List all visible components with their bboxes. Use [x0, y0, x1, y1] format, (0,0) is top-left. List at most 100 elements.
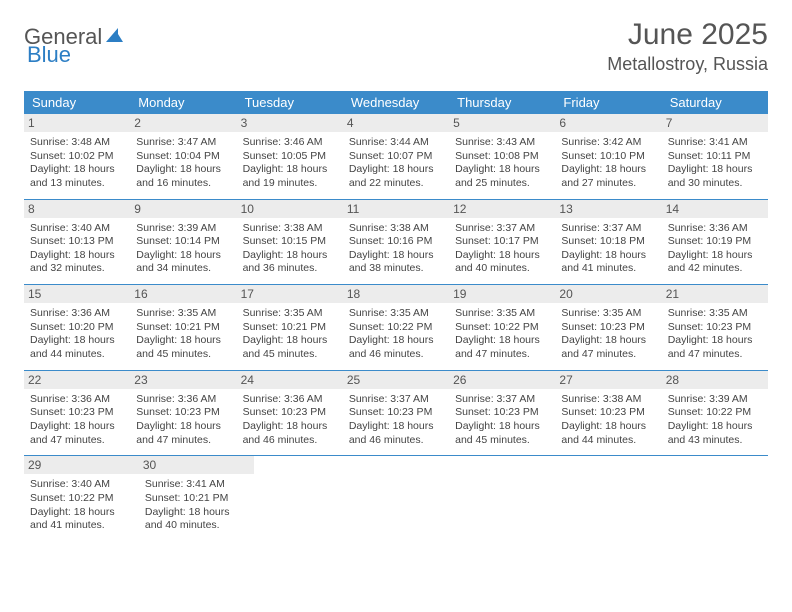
day-sunrise: Sunrise: 3:36 AM: [668, 222, 762, 236]
day-cell: 29Sunrise: 3:40 AMSunset: 10:22 PMDaylig…: [24, 456, 139, 541]
day-cell: 22Sunrise: 3:36 AMSunset: 10:23 PMDaylig…: [24, 371, 130, 456]
day-sunrise: Sunrise: 3:37 AM: [455, 393, 549, 407]
day-daylight1: Daylight: 18 hours: [561, 249, 655, 263]
day-daylight1: Daylight: 18 hours: [349, 163, 443, 177]
day-daylight2: and 41 minutes.: [561, 262, 655, 276]
day-daylight1: Daylight: 18 hours: [30, 420, 124, 434]
day-sunset: Sunset: 10:23 PM: [668, 321, 762, 335]
day-number: 10: [237, 200, 343, 218]
day-number: 22: [24, 371, 130, 389]
day-number: 20: [555, 285, 661, 303]
day-daylight2: and 44 minutes.: [561, 434, 655, 448]
day-cell: 27Sunrise: 3:38 AMSunset: 10:23 PMDaylig…: [555, 371, 661, 456]
day-cell: 11Sunrise: 3:38 AMSunset: 10:16 PMDaylig…: [343, 200, 449, 285]
day-sunrise: Sunrise: 3:35 AM: [668, 307, 762, 321]
day-daylight1: Daylight: 18 hours: [136, 249, 230, 263]
day-daylight2: and 22 minutes.: [349, 177, 443, 191]
day-number: 3: [237, 114, 343, 132]
day-sunset: Sunset: 10:15 PM: [243, 235, 337, 249]
day-cell: 9Sunrise: 3:39 AMSunset: 10:14 PMDayligh…: [130, 200, 236, 285]
day-cell: 2Sunrise: 3:47 AMSunset: 10:04 PMDayligh…: [130, 114, 236, 199]
day-sunrise: Sunrise: 3:37 AM: [561, 222, 655, 236]
day-daylight1: Daylight: 18 hours: [455, 249, 549, 263]
day-sunset: Sunset: 10:04 PM: [136, 150, 230, 164]
day-sunset: Sunset: 10:23 PM: [561, 321, 655, 335]
day-cell: 1Sunrise: 3:48 AMSunset: 10:02 PMDayligh…: [24, 114, 130, 199]
day-daylight1: Daylight: 18 hours: [455, 334, 549, 348]
day-sunset: Sunset: 10:23 PM: [136, 406, 230, 420]
week-row: 15Sunrise: 3:36 AMSunset: 10:20 PMDaylig…: [24, 285, 768, 371]
day-daylight1: Daylight: 18 hours: [668, 420, 762, 434]
day-cell: 21Sunrise: 3:35 AMSunset: 10:23 PMDaylig…: [662, 285, 768, 370]
day-number: 15: [24, 285, 130, 303]
day-sunset: Sunset: 10:05 PM: [243, 150, 337, 164]
day-number: 5: [449, 114, 555, 132]
day-number: 18: [343, 285, 449, 303]
day-daylight2: and 46 minutes.: [349, 434, 443, 448]
day-sunset: Sunset: 10:07 PM: [349, 150, 443, 164]
day-sunset: Sunset: 10:20 PM: [30, 321, 124, 335]
day-sunrise: Sunrise: 3:47 AM: [136, 136, 230, 150]
location-title: Metallostroy, Russia: [607, 54, 768, 75]
day-sunset: Sunset: 10:18 PM: [561, 235, 655, 249]
day-daylight1: Daylight: 18 hours: [455, 420, 549, 434]
day-sunrise: Sunrise: 3:38 AM: [243, 222, 337, 236]
day-cell: 30Sunrise: 3:41 AMSunset: 10:21 PMDaylig…: [139, 456, 254, 541]
day-sunset: Sunset: 10:10 PM: [561, 150, 655, 164]
week-row: 22Sunrise: 3:36 AMSunset: 10:23 PMDaylig…: [24, 371, 768, 457]
day-cell: 8Sunrise: 3:40 AMSunset: 10:13 PMDayligh…: [24, 200, 130, 285]
day-daylight1: Daylight: 18 hours: [243, 334, 337, 348]
day-daylight1: Daylight: 18 hours: [668, 249, 762, 263]
day-sunset: Sunset: 10:16 PM: [349, 235, 443, 249]
weekday-header: Tuesday: [237, 91, 343, 114]
day-cell: 7Sunrise: 3:41 AMSunset: 10:11 PMDayligh…: [662, 114, 768, 199]
day-daylight2: and 38 minutes.: [349, 262, 443, 276]
day-sunrise: Sunrise: 3:36 AM: [30, 393, 124, 407]
day-number: 13: [555, 200, 661, 218]
day-sunrise: Sunrise: 3:42 AM: [561, 136, 655, 150]
day-number: 27: [555, 371, 661, 389]
day-daylight1: Daylight: 18 hours: [349, 420, 443, 434]
day-sunset: Sunset: 10:08 PM: [455, 150, 549, 164]
day-daylight1: Daylight: 18 hours: [561, 334, 655, 348]
day-cell: 28Sunrise: 3:39 AMSunset: 10:22 PMDaylig…: [662, 371, 768, 456]
day-daylight2: and 47 minutes.: [455, 348, 549, 362]
weeks-container: 1Sunrise: 3:48 AMSunset: 10:02 PMDayligh…: [24, 114, 768, 541]
day-daylight2: and 47 minutes.: [561, 348, 655, 362]
calendar: Sunday Monday Tuesday Wednesday Thursday…: [24, 91, 768, 541]
empty-cell: [562, 456, 665, 541]
day-daylight2: and 45 minutes.: [136, 348, 230, 362]
day-sunset: Sunset: 10:21 PM: [145, 492, 248, 506]
day-daylight2: and 32 minutes.: [30, 262, 124, 276]
day-sunrise: Sunrise: 3:36 AM: [136, 393, 230, 407]
day-sunset: Sunset: 10:22 PM: [455, 321, 549, 335]
day-daylight1: Daylight: 18 hours: [349, 249, 443, 263]
day-sunset: Sunset: 10:17 PM: [455, 235, 549, 249]
day-number: 8: [24, 200, 130, 218]
day-daylight2: and 46 minutes.: [349, 348, 443, 362]
weekday-header: Thursday: [449, 91, 555, 114]
day-cell: 12Sunrise: 3:37 AMSunset: 10:17 PMDaylig…: [449, 200, 555, 285]
day-cell: 26Sunrise: 3:37 AMSunset: 10:23 PMDaylig…: [449, 371, 555, 456]
day-daylight2: and 47 minutes.: [668, 348, 762, 362]
day-daylight1: Daylight: 18 hours: [30, 506, 133, 520]
empty-cell: [459, 456, 562, 541]
day-daylight2: and 19 minutes.: [243, 177, 337, 191]
weekday-header: Friday: [555, 91, 661, 114]
day-cell: 4Sunrise: 3:44 AMSunset: 10:07 PMDayligh…: [343, 114, 449, 199]
day-cell: 25Sunrise: 3:37 AMSunset: 10:23 PMDaylig…: [343, 371, 449, 456]
day-daylight1: Daylight: 18 hours: [243, 420, 337, 434]
day-sunrise: Sunrise: 3:38 AM: [561, 393, 655, 407]
day-sunrise: Sunrise: 3:39 AM: [136, 222, 230, 236]
day-cell: 24Sunrise: 3:36 AMSunset: 10:23 PMDaylig…: [237, 371, 343, 456]
day-sunrise: Sunrise: 3:36 AM: [243, 393, 337, 407]
day-sunrise: Sunrise: 3:35 AM: [136, 307, 230, 321]
day-cell: 6Sunrise: 3:42 AMSunset: 10:10 PMDayligh…: [555, 114, 661, 199]
day-sunrise: Sunrise: 3:46 AM: [243, 136, 337, 150]
day-daylight1: Daylight: 18 hours: [136, 420, 230, 434]
day-cell: 13 Sunrise: 3:37 AMSunset: 10:18 PMDaylig…: [555, 200, 661, 285]
week-row: 1Sunrise: 3:48 AMSunset: 10:02 PMDayligh…: [24, 114, 768, 200]
day-daylight2: and 47 minutes.: [136, 434, 230, 448]
day-sunrise: Sunrise: 3:40 AM: [30, 222, 124, 236]
day-daylight1: Daylight: 18 hours: [243, 163, 337, 177]
